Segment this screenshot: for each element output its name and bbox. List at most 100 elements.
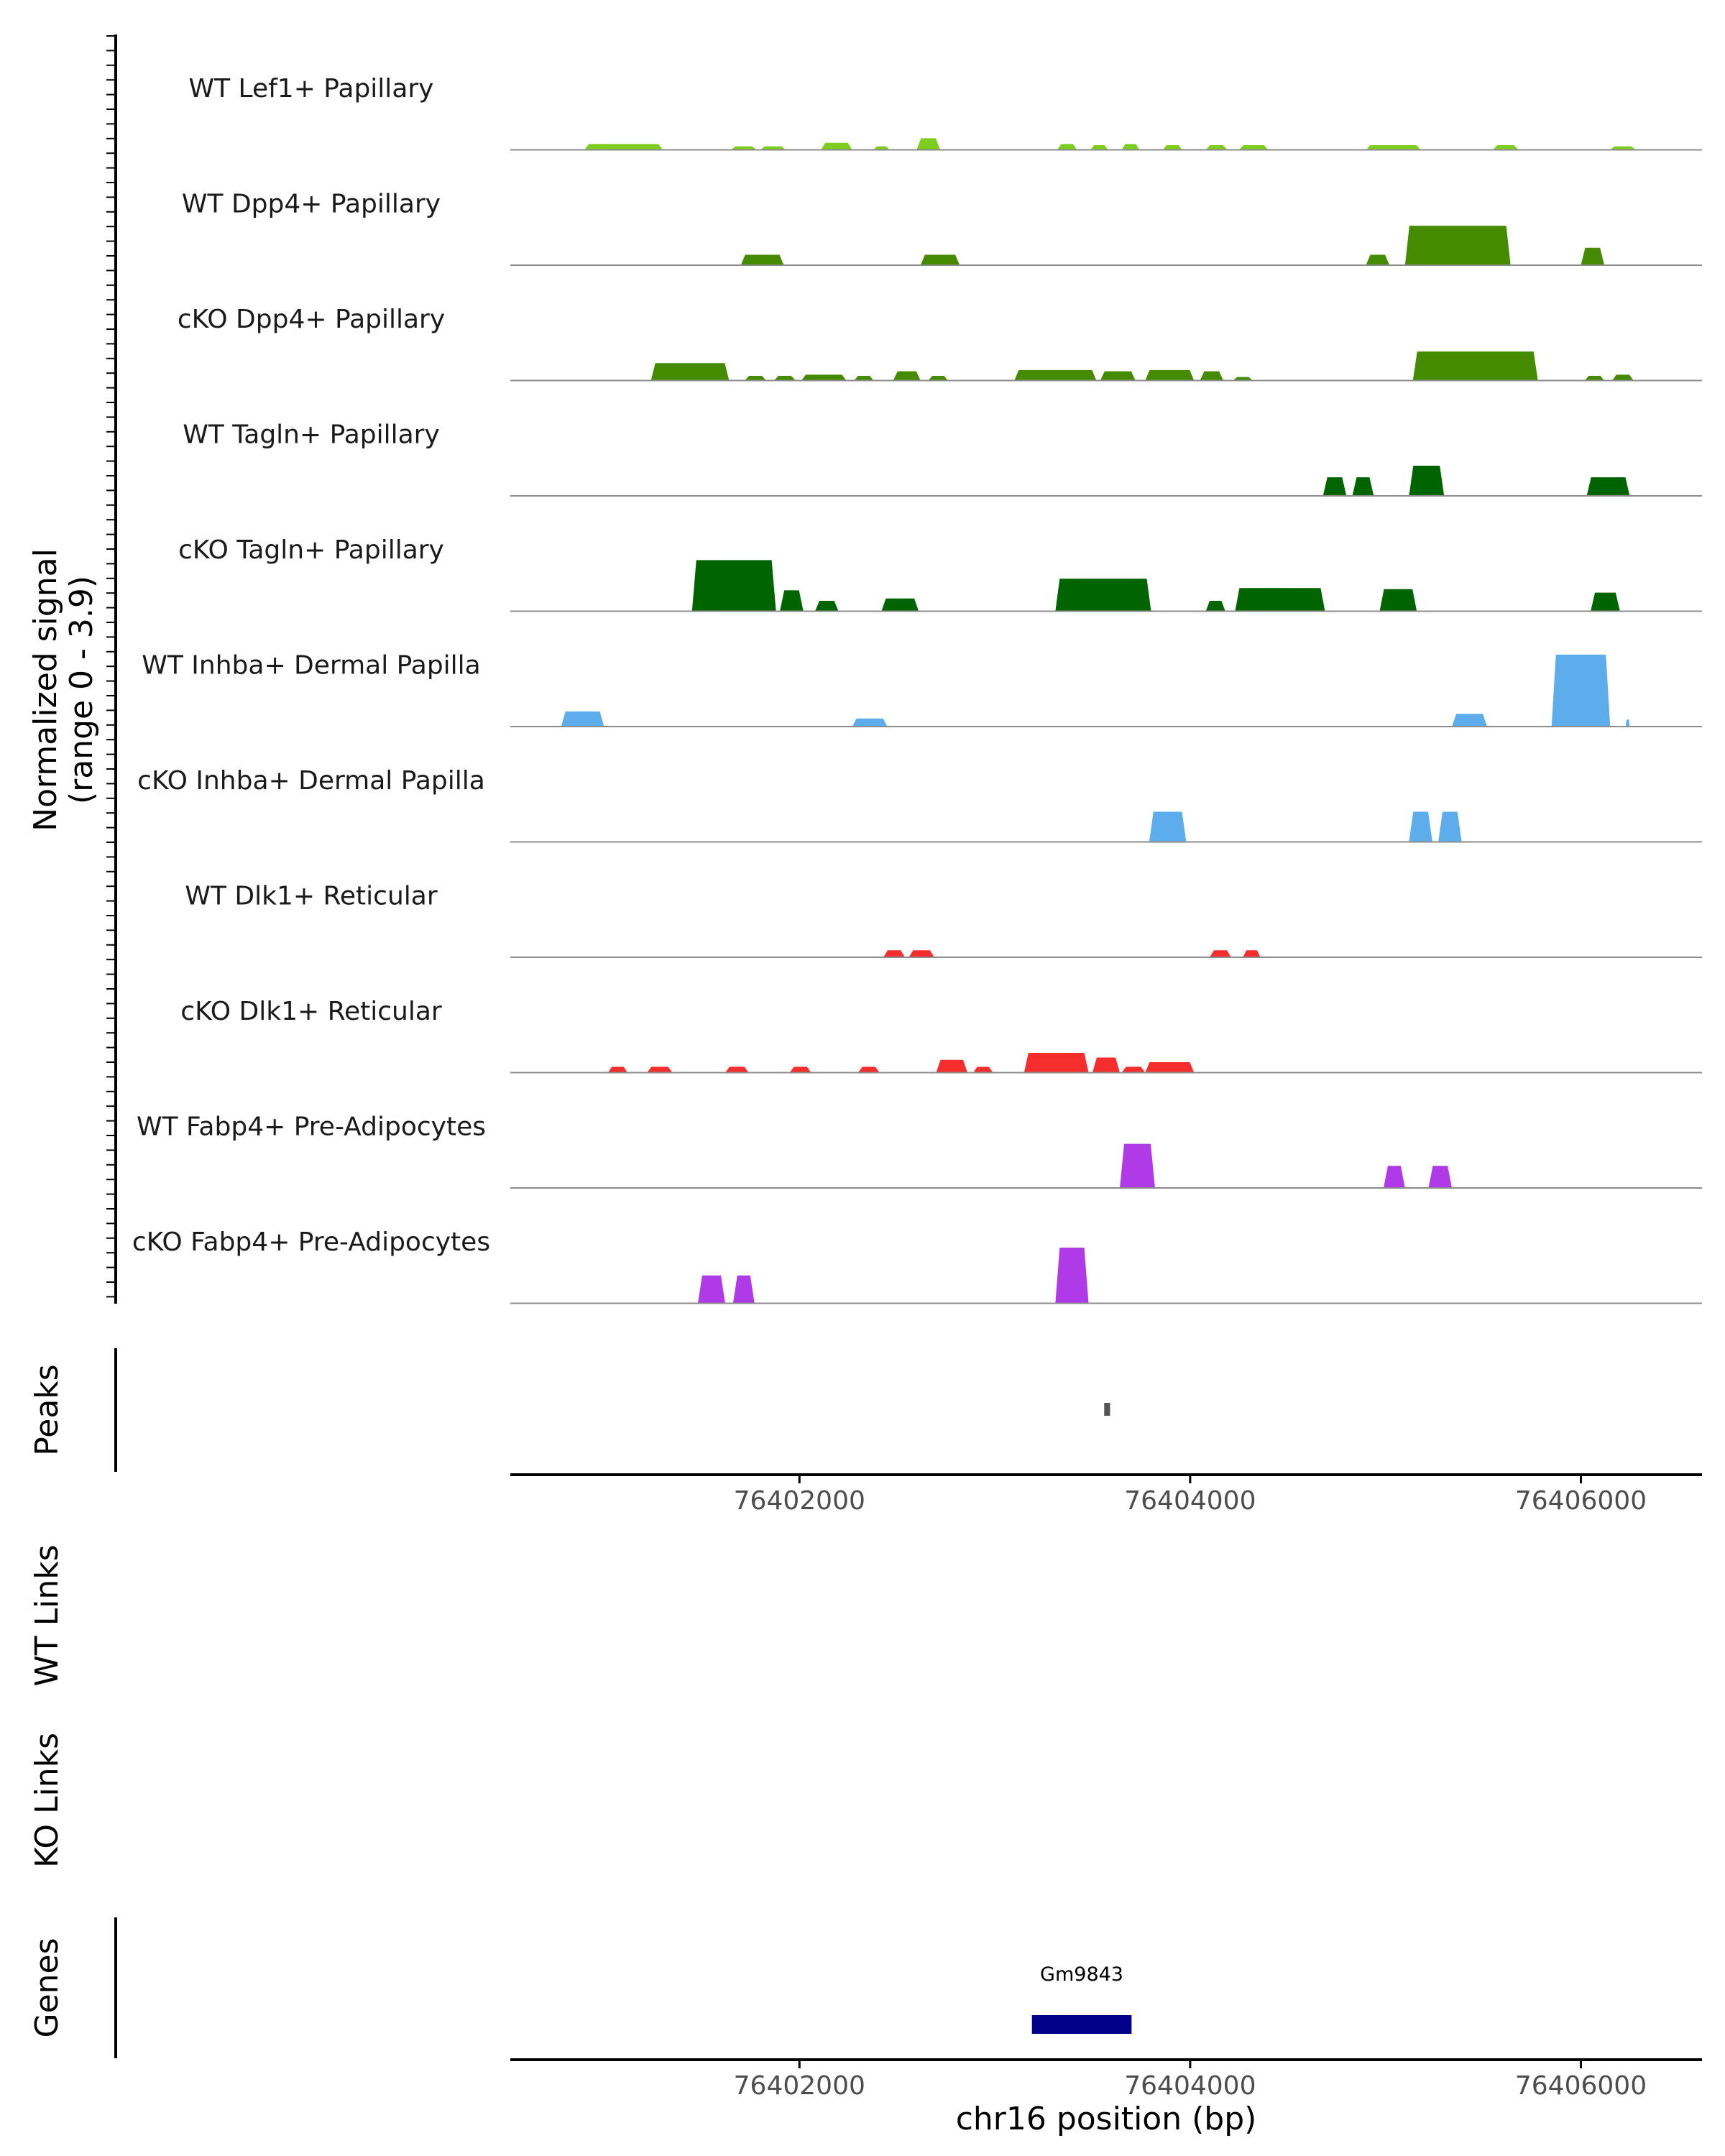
- signal-peak: [1205, 600, 1225, 612]
- coverage-tracks: WT Lef1+ Papillary WT Dpp4+ Papillary cKO …: [132, 74, 1702, 1304]
- wt-links-label: WT Links: [29, 1544, 65, 1686]
- signal-axis-title: Normalized signal: [27, 548, 64, 831]
- signal-peak: [780, 590, 804, 612]
- signal-peak: [760, 146, 786, 150]
- signal-peak: [773, 376, 796, 381]
- signal-peak: [1238, 145, 1269, 150]
- signal-peak: [1210, 950, 1231, 957]
- signal-axis-ticks: [106, 35, 116, 1298]
- track-label: WT Lef1+ Papillary: [189, 74, 434, 103]
- signal-peak: [561, 711, 604, 727]
- peaks-label: Peaks: [29, 1364, 65, 1455]
- track-8: cKO Dlk1+ Reticular: [180, 997, 1702, 1074]
- signal-peak: [1591, 592, 1620, 612]
- signal-peak: [1200, 371, 1224, 381]
- signal-peak: [724, 1067, 749, 1073]
- signal-peak: [893, 371, 921, 381]
- track-10: cKO Fabp4+ Pre-Adipocytes: [132, 1227, 1702, 1304]
- ko-links-label: KO Links: [29, 1733, 65, 1868]
- signal-peak: [740, 254, 784, 265]
- signal-peak: [857, 1067, 880, 1073]
- gene-annotations: Gm9843: [1031, 1963, 1132, 2034]
- signal-peak: [1235, 588, 1325, 612]
- signal-peak: [789, 1067, 811, 1073]
- track-label: WT Tagln+ Papillary: [183, 420, 440, 450]
- signal-peak: [1625, 719, 1630, 727]
- signal-peak: [697, 1275, 725, 1304]
- signal-peak: [1243, 950, 1261, 957]
- signal-peak: [1581, 247, 1605, 265]
- signal-peak: [1584, 376, 1605, 381]
- signal-peak: [1428, 1166, 1453, 1188]
- peak-marks: [1104, 1403, 1110, 1416]
- peak-region: [1104, 1403, 1110, 1416]
- signal-axis-range: (range 0 - 3.9): [63, 576, 100, 804]
- signal-peak: [745, 376, 767, 381]
- signal-peak: [1120, 1143, 1155, 1188]
- signal-peak: [1233, 377, 1253, 381]
- signal-peak: [821, 142, 852, 150]
- peaks-x-axis-ticks: 76402000 76404000 76406000: [734, 1475, 1647, 1516]
- signal-peak: [1366, 145, 1421, 150]
- x-tick-label: 76402000: [734, 2071, 865, 2101]
- track-label: WT Dlk1+ Reticular: [185, 882, 437, 911]
- signal-peak: [731, 146, 757, 150]
- signal-peak: [873, 146, 890, 150]
- signal-peak: [928, 376, 948, 381]
- signal-peak: [1404, 226, 1511, 265]
- signal-peak: [920, 254, 960, 265]
- signal-peak: [647, 1067, 673, 1073]
- genes-label: Genes: [29, 1938, 65, 2037]
- genes-x-axis-ticks: 76402000 76404000 76406000: [734, 2060, 1647, 2101]
- gene-body: [1031, 2015, 1132, 2034]
- x-axis-title: chr16 position (bp): [956, 2101, 1257, 2137]
- track-label: WT Fabp4+ Pre-Adipocytes: [137, 1112, 486, 1142]
- signal-peak: [1438, 811, 1462, 842]
- signal-peak: [973, 1067, 993, 1073]
- track-6: cKO Inhba+ Dermal Papilla: [137, 766, 1702, 843]
- signal-peak: [1149, 811, 1187, 842]
- signal-peak: [1610, 146, 1636, 150]
- signal-peak: [1055, 1247, 1089, 1304]
- signal-peak: [1352, 477, 1374, 496]
- signal-peak: [1383, 1166, 1405, 1188]
- track-9: WT Fabp4+ Pre-Adipocytes: [137, 1112, 1702, 1189]
- signal-peak: [1611, 374, 1634, 381]
- signal-peak: [852, 718, 888, 727]
- track-label: cKO Inhba+ Dermal Papilla: [137, 766, 485, 796]
- signal-peak: [936, 1059, 968, 1073]
- x-tick-label: 76404000: [1124, 2071, 1256, 2101]
- track-label: cKO Tagln+ Papillary: [178, 535, 444, 565]
- track-label: WT Inhba+ Dermal Papilla: [142, 651, 480, 681]
- signal-peak: [1092, 1057, 1121, 1073]
- signal-peak: [1055, 579, 1151, 612]
- signal-peak: [881, 598, 919, 612]
- signal-peak: [1586, 477, 1630, 496]
- signal-peak: [1205, 145, 1228, 150]
- signal-peak: [607, 1067, 628, 1073]
- signal-peak: [1366, 254, 1390, 265]
- x-tick-label: 76406000: [1515, 1486, 1647, 1516]
- signal-peak: [1121, 1067, 1146, 1073]
- signal-peak: [1379, 589, 1417, 612]
- signal-peak: [584, 144, 663, 150]
- track-7: WT Dlk1+ Reticular: [185, 882, 1702, 958]
- signal-peak: [916, 138, 940, 150]
- signal-peak: [732, 1275, 755, 1304]
- signal-peak: [1409, 466, 1445, 496]
- signal-peak: [908, 950, 934, 957]
- track-0: WT Lef1+ Papillary: [189, 74, 1702, 151]
- gene-label: Gm9843: [1040, 1963, 1123, 1986]
- signal-peak: [1057, 144, 1077, 150]
- x-tick-label: 76404000: [1124, 1486, 1256, 1516]
- signal-peak: [1412, 351, 1538, 381]
- signal-peak: [854, 376, 874, 381]
- track-label: cKO Dlk1+ Reticular: [180, 997, 442, 1026]
- signal-peak: [1322, 477, 1347, 496]
- signal-peak: [1014, 369, 1097, 381]
- signal-peak: [1100, 371, 1136, 381]
- signal-peak: [1145, 1061, 1195, 1073]
- signal-peak: [1409, 811, 1432, 842]
- track-3: WT Tagln+ Papillary: [183, 420, 1702, 497]
